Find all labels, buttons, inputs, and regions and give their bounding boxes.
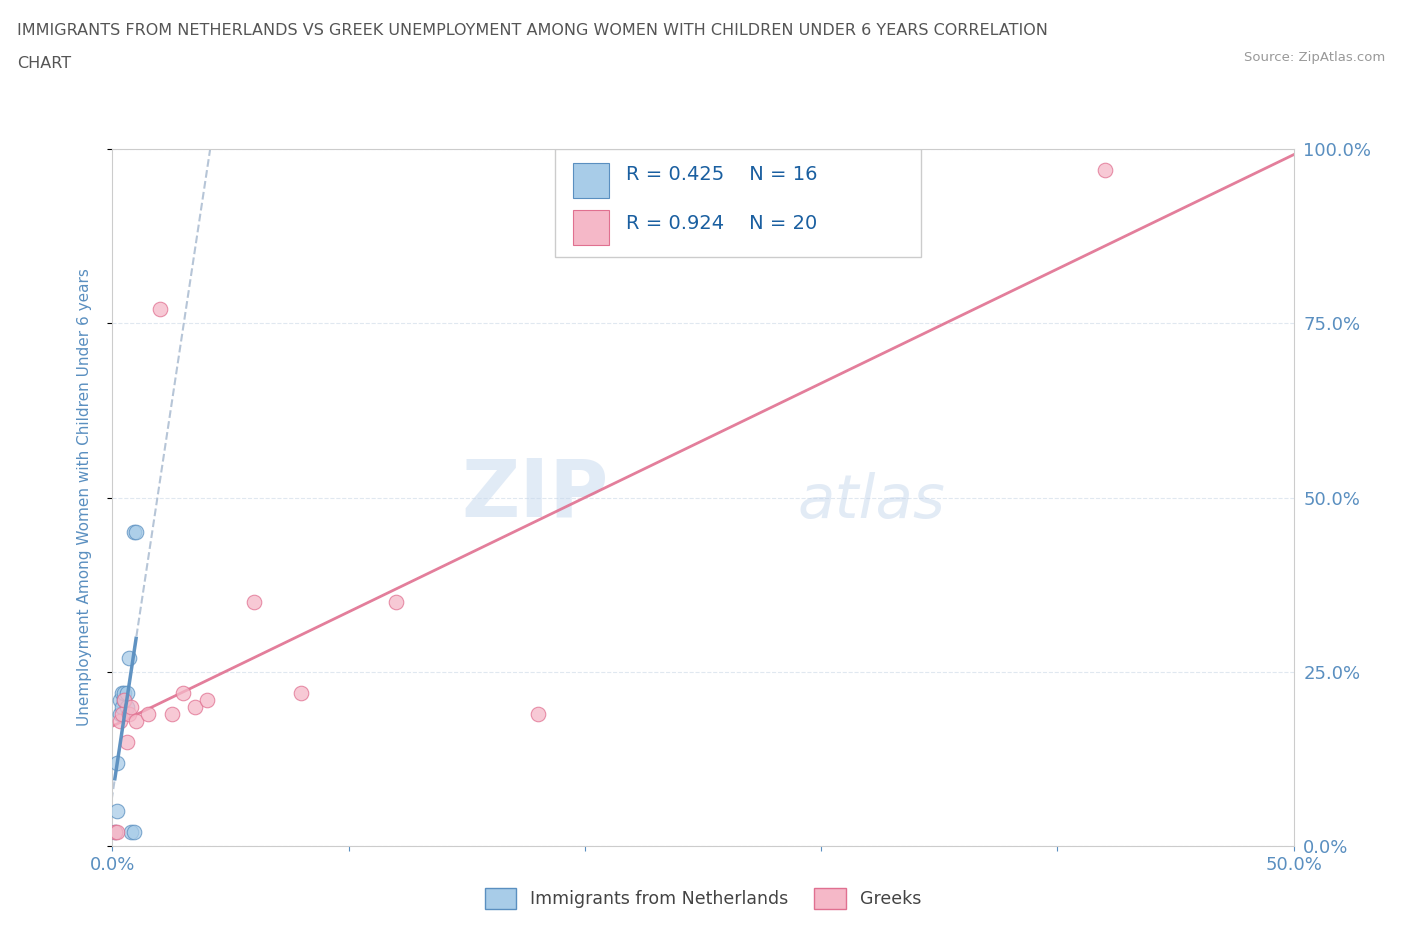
Point <box>104 825 127 840</box>
Point <box>172 685 194 700</box>
Point <box>108 707 131 722</box>
Point <box>526 707 548 722</box>
Point <box>115 735 138 750</box>
Point <box>112 692 135 708</box>
Point <box>125 525 148 540</box>
Point <box>112 692 135 708</box>
Point <box>118 707 141 722</box>
Bar <box>574 210 609 246</box>
Point <box>120 699 142 714</box>
Point <box>105 825 128 840</box>
Point <box>105 755 128 770</box>
Point <box>385 595 408 610</box>
Point <box>112 685 135 700</box>
Point <box>108 692 131 708</box>
Point <box>120 825 142 840</box>
Point <box>122 525 145 540</box>
Point <box>125 713 148 728</box>
Point <box>115 699 138 714</box>
Point <box>149 301 172 316</box>
Point <box>104 825 127 840</box>
Text: R = 0.425    N = 16: R = 0.425 N = 16 <box>626 165 818 184</box>
Text: Source: ZipAtlas.com: Source: ZipAtlas.com <box>1244 51 1385 64</box>
Point <box>111 707 134 722</box>
Point <box>136 707 159 722</box>
Y-axis label: Unemployment Among Women with Children Under 6 years: Unemployment Among Women with Children U… <box>77 269 91 726</box>
Point <box>118 651 141 666</box>
Text: CHART: CHART <box>17 56 70 71</box>
Point <box>160 707 183 722</box>
FancyBboxPatch shape <box>555 149 921 257</box>
Point <box>111 685 134 700</box>
Legend: Immigrants from Netherlands, Greeks: Immigrants from Netherlands, Greeks <box>477 879 929 918</box>
Text: IMMIGRANTS FROM NETHERLANDS VS GREEK UNEMPLOYMENT AMONG WOMEN WITH CHILDREN UNDE: IMMIGRANTS FROM NETHERLANDS VS GREEK UNE… <box>17 23 1047 38</box>
Point <box>105 804 128 819</box>
Point <box>184 699 207 714</box>
Bar <box>574 163 609 198</box>
Point <box>290 685 312 700</box>
Point <box>1094 163 1116 178</box>
Text: atlas: atlas <box>797 472 945 530</box>
Text: R = 0.924    N = 20: R = 0.924 N = 20 <box>626 214 817 232</box>
Point <box>195 692 218 708</box>
Point <box>122 825 145 840</box>
Point <box>243 595 266 610</box>
Point <box>108 713 131 728</box>
Text: ZIP: ZIP <box>461 455 609 533</box>
Point <box>111 699 134 714</box>
Point <box>115 685 138 700</box>
